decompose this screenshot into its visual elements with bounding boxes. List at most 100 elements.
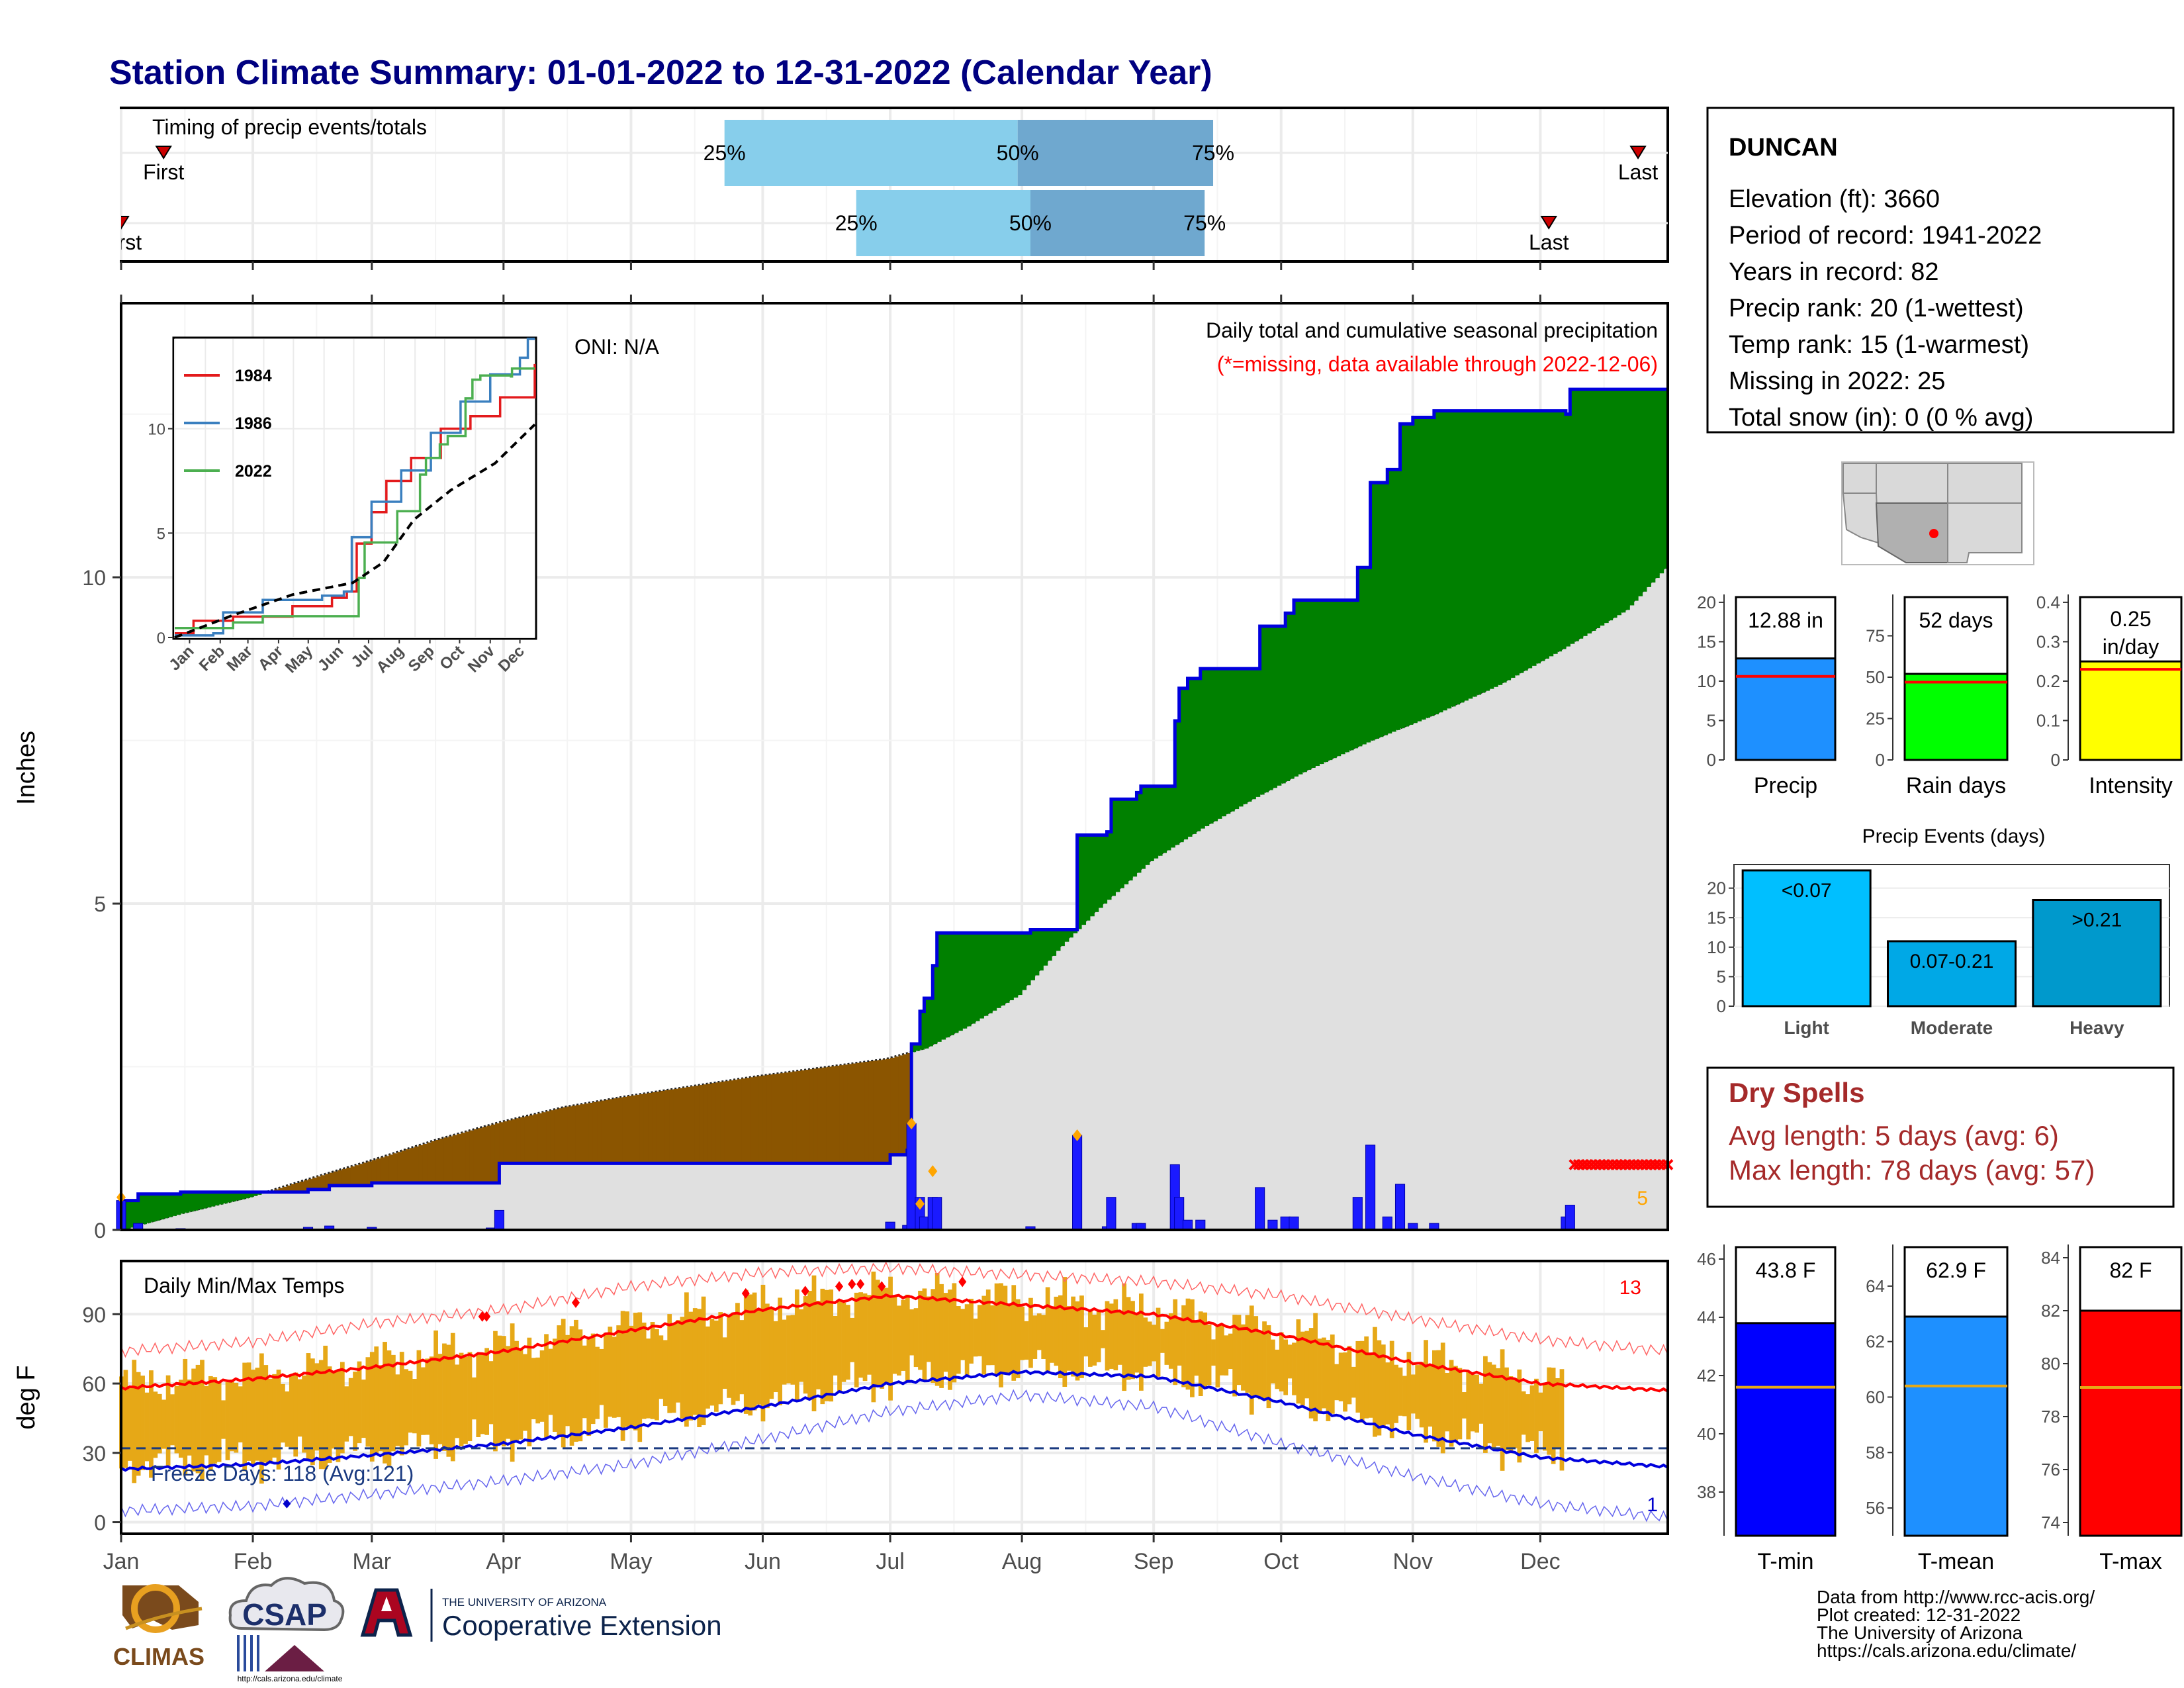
surplus-band (1332, 600, 1337, 759)
daily-temp-range-bar (1542, 1383, 1547, 1451)
deficit-band (359, 1164, 364, 1186)
daily-temp-range-bar (149, 1370, 154, 1478)
events-bar-label: >0.21 (2071, 910, 2122, 931)
deficit-band (686, 1087, 691, 1164)
surplus-band (979, 933, 984, 1019)
daily-temp-range-bar (1177, 1317, 1182, 1366)
deficit-band (907, 1053, 912, 1150)
daily-temp-range-bar (523, 1354, 527, 1431)
missing-marker (1623, 1158, 1635, 1170)
daily-temp-range-bar (493, 1331, 498, 1452)
record-low-count: 1 (1647, 1494, 1658, 1516)
mini-y-tick-label: 0 (2051, 750, 2060, 770)
surplus-band (1451, 410, 1456, 707)
dry-spells-avg: Avg length: 5 days (avg: 6) (1729, 1120, 2059, 1151)
timing-panel: Timing of precip events/totals Avg25%50%… (120, 107, 1669, 263)
daily-temp-range-bar (387, 1350, 392, 1466)
surplus-band (1026, 933, 1031, 986)
cumulative-2022-line (121, 387, 1668, 1203)
daily-temp-range-bar (671, 1323, 676, 1413)
daily-temp-range-bar (1096, 1309, 1101, 1362)
record-high-marker (856, 1278, 865, 1289)
p25-label: 25% (704, 141, 746, 165)
surplus-band (924, 998, 929, 1049)
daily-temp-range-bar (272, 1374, 277, 1458)
daily-temp-range-bar (225, 1382, 230, 1460)
missing-marker (1628, 1158, 1640, 1170)
daily-temp-range-bar (1457, 1368, 1463, 1440)
daily-temp-range-bar (829, 1289, 834, 1402)
daily-temp-range-bar (1198, 1311, 1203, 1396)
surplus-band (1433, 410, 1439, 715)
deficit-band (312, 1178, 317, 1190)
daily-temp-range-bar (174, 1385, 179, 1454)
daily-temp-range-bar (136, 1372, 141, 1476)
surplus-band (1077, 835, 1082, 929)
daily-temp-range-bar (1190, 1299, 1195, 1397)
deficit-band (524, 1116, 529, 1164)
daily-temp-range-bar (1134, 1312, 1140, 1373)
deficit-band (295, 1183, 300, 1192)
daily-temp-range-bar (1559, 1369, 1565, 1471)
deficit-band (715, 1082, 721, 1164)
daily-temp-range-bar (1181, 1305, 1186, 1387)
dry-spells-max: Max length: 78 days (avg: 57) (1729, 1154, 2095, 1186)
surplus-band (1561, 410, 1567, 649)
month-tick-label: Jul (876, 1549, 904, 1574)
surplus-band (1366, 567, 1371, 743)
daily-temp-range-bar (718, 1312, 723, 1405)
deficit-band (796, 1070, 801, 1164)
daily-precip-bar (1394, 1184, 1406, 1231)
daily-temp-range-bar (344, 1386, 349, 1442)
daily-temp-range-bar (1245, 1315, 1250, 1393)
month-tick-label: Aug (1002, 1549, 1042, 1574)
daily-temp-range-bar (323, 1345, 328, 1470)
daily-temp-range-bar (412, 1379, 417, 1434)
daily-temp-range-bar (782, 1319, 787, 1385)
deficit-band (856, 1062, 861, 1164)
estimated-marker (928, 1165, 938, 1178)
daily-temp-range-bar (420, 1367, 426, 1435)
missing-marker (1602, 1158, 1614, 1170)
mini-category-label: Intensity (2089, 773, 2173, 798)
month-tick-label: Sep (1134, 1549, 1174, 1574)
surplus-band (1604, 389, 1609, 624)
events-bar (1886, 940, 2017, 1008)
daily-temp-range-bar (1466, 1370, 1471, 1440)
mini-category-label: T-min (1758, 1549, 1814, 1574)
surplus-band (1289, 613, 1295, 779)
surplus-band (218, 1192, 224, 1205)
daily-temp-range-bar (395, 1374, 400, 1446)
mini-y-tick-label: 64 (1866, 1276, 1885, 1296)
credits: Data from http://www.rcc-acis.org/ Plot … (1817, 1587, 2095, 1661)
daily-temp-range-bar (234, 1382, 239, 1453)
surplus-band (197, 1192, 203, 1210)
surplus-band (1107, 831, 1112, 900)
missing-marker (1586, 1158, 1597, 1170)
temp-ylabel: deg F (13, 1365, 40, 1429)
record-high-marker (835, 1281, 844, 1292)
precip-panel-title: Daily total and cumulative seasonal prec… (1206, 318, 1658, 342)
daily-temp-range-bar (650, 1322, 655, 1419)
deficit-band (660, 1091, 666, 1164)
deficit-band (809, 1069, 815, 1164)
daily-temp-range-bar (1424, 1340, 1428, 1443)
daily-temp-range-bar (1054, 1296, 1059, 1366)
surplus-band (971, 933, 976, 1024)
daily-temp-range-bar (1147, 1321, 1152, 1366)
station-line: Years in record: 82 (1729, 258, 1939, 286)
temp-panel-title: Daily Min/Max Temps (144, 1274, 344, 1297)
daily-temp-range-bar (1185, 1298, 1191, 1390)
surplus-band (1616, 389, 1621, 616)
surplus-band (1570, 389, 1575, 644)
surplus-band (223, 1192, 228, 1203)
deficit-band (664, 1090, 670, 1164)
surplus-band (1145, 786, 1150, 865)
surplus-band (1098, 835, 1103, 908)
precip-panel: Daily total and cumulative seasonal prec… (13, 302, 1674, 1243)
missing-marker (1637, 1158, 1648, 1170)
daily-temp-range-bar (926, 1296, 931, 1362)
events-bar (1741, 869, 1872, 1008)
surplus-band (928, 998, 933, 1047)
